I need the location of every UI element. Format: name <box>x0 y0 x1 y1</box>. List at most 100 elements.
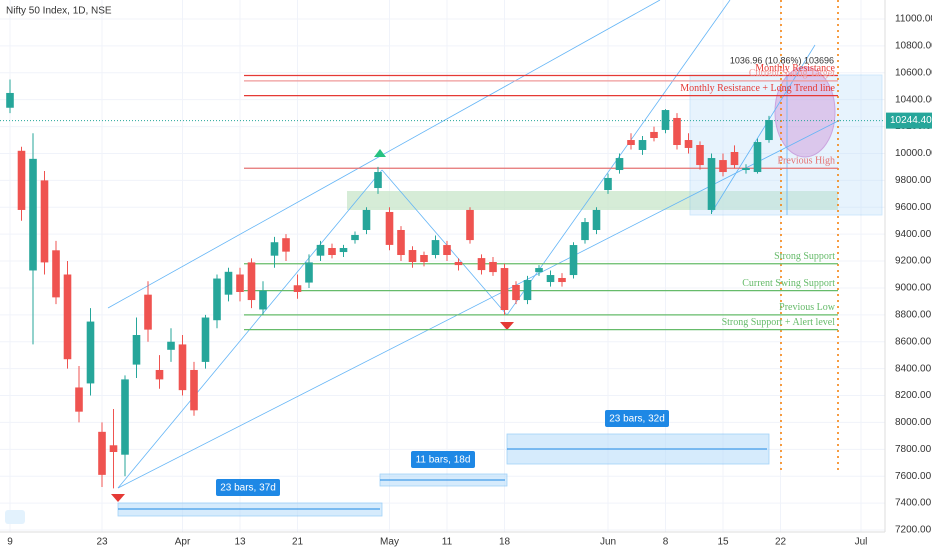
candle-body <box>558 277 566 283</box>
candle-body <box>765 119 773 141</box>
candle-body <box>523 280 532 301</box>
y-tick-label: 7800.00 <box>895 444 932 455</box>
date-range-label-box <box>411 451 475 468</box>
candle-body <box>431 240 440 256</box>
candle-body <box>155 369 164 380</box>
trend-line <box>117 169 383 489</box>
candle-body <box>385 211 394 245</box>
x-tick-label: 22 <box>775 537 787 548</box>
level-label: Previous Low <box>779 302 836 313</box>
x-tick-label: 18 <box>499 537 511 548</box>
level-label: Monthly Resistance + Long Trend line <box>680 83 835 94</box>
x-tick-label: 8 <box>663 537 669 548</box>
trend-line <box>711 44 816 213</box>
candle-body <box>420 255 428 262</box>
candle-body <box>753 142 762 173</box>
ellipse <box>774 66 836 158</box>
y-tick-label: 9400.00 <box>895 229 932 240</box>
candle-body <box>535 268 543 273</box>
candle-body <box>282 238 290 252</box>
candle-body <box>328 248 336 256</box>
candle-body <box>627 140 635 146</box>
candle-body <box>121 379 129 455</box>
candle-body <box>489 261 497 273</box>
candle-body <box>707 158 716 210</box>
y-tick-label: 7400.00 <box>895 498 932 509</box>
candle-body <box>178 344 187 391</box>
candle-body <box>742 167 750 171</box>
candle-body <box>213 278 221 321</box>
candle-body <box>52 250 60 298</box>
y-tick-label: 7200.00 <box>895 525 932 536</box>
y-tick-label: 10600.00 <box>895 67 932 78</box>
candle-body <box>638 140 647 150</box>
y-tick-label: 8400.00 <box>895 363 932 374</box>
candle-body <box>730 151 739 166</box>
candle-body <box>592 209 601 230</box>
candle-body <box>17 150 26 210</box>
drawings <box>107 0 883 517</box>
y-tick-label: 10800.00 <box>895 41 932 52</box>
candle-body <box>362 209 371 230</box>
level-label: Monthly Resistance <box>755 63 835 74</box>
x-tick-label: May <box>380 537 399 548</box>
level-label: Current Swing Support <box>742 278 835 289</box>
last-price-box <box>886 112 932 129</box>
candle-body <box>132 335 141 365</box>
range-box <box>689 74 883 216</box>
candle-body <box>201 317 210 362</box>
candle-body <box>236 274 244 292</box>
x-tick-label: 13 <box>234 537 246 548</box>
date-range-label: 23 bars, 37d <box>220 483 276 494</box>
candle-body <box>259 290 267 310</box>
trend-line <box>506 0 731 316</box>
pivot-marker <box>374 149 386 157</box>
level-label: Strong Support <box>774 251 835 262</box>
level-label: Current Swing Target <box>749 68 835 79</box>
candle-body <box>374 172 382 189</box>
candle-body <box>581 222 589 241</box>
candle-body <box>270 242 279 256</box>
y-tick-label: 8800.00 <box>895 309 932 320</box>
pivot-marker <box>111 494 125 502</box>
x-tick-label: 15 <box>717 537 729 548</box>
candle-body <box>696 145 704 166</box>
candle-body <box>40 180 49 263</box>
candle-body <box>247 262 256 301</box>
y-tick-label: 9800.00 <box>895 175 932 186</box>
y-tick-label: 8200.00 <box>895 390 932 401</box>
candle-body <box>477 258 486 271</box>
candle-body <box>305 262 313 283</box>
candle-body <box>75 387 83 412</box>
y-tick-label: 8600.00 <box>895 336 932 347</box>
candle-body <box>546 275 555 283</box>
trend-line <box>117 119 841 489</box>
chart-title: Nifty 50 Index, 1D, NSE <box>6 6 112 17</box>
candle-body <box>98 431 106 475</box>
candle-body <box>29 158 37 271</box>
y-tick-label: 9000.00 <box>895 283 932 294</box>
candle-body <box>293 285 302 292</box>
candle-body <box>661 110 670 130</box>
candle-body <box>351 234 359 241</box>
y-tick-label: 10400.00 <box>895 94 932 105</box>
candle-body <box>604 177 612 191</box>
candle-body <box>86 321 95 384</box>
candle-body <box>512 284 520 301</box>
candle-body <box>316 244 325 256</box>
candle-body <box>650 131 658 139</box>
candle-body <box>144 294 152 330</box>
candle-body <box>397 229 405 256</box>
logo[interactable] <box>5 510 25 524</box>
trend-line <box>107 0 661 309</box>
date-range-label: 11 bars, 18d <box>416 455 471 466</box>
x-tick-label: Jun <box>600 537 616 548</box>
level-label: Previous High <box>778 156 836 167</box>
x-tick-label: Jul <box>855 537 868 548</box>
y-tick-label: 11000.00 <box>895 14 932 25</box>
date-range-label: 23 bars, 32d <box>609 414 665 425</box>
x-tick-label: Apr <box>175 537 191 548</box>
x-tick-label: 11 <box>442 537 453 548</box>
